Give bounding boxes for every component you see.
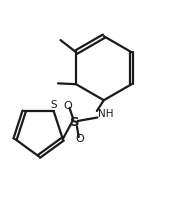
Text: O: O [63, 101, 72, 111]
Text: S: S [50, 100, 57, 110]
Text: S: S [70, 116, 80, 129]
Text: NH: NH [98, 109, 113, 119]
Text: O: O [75, 134, 84, 144]
